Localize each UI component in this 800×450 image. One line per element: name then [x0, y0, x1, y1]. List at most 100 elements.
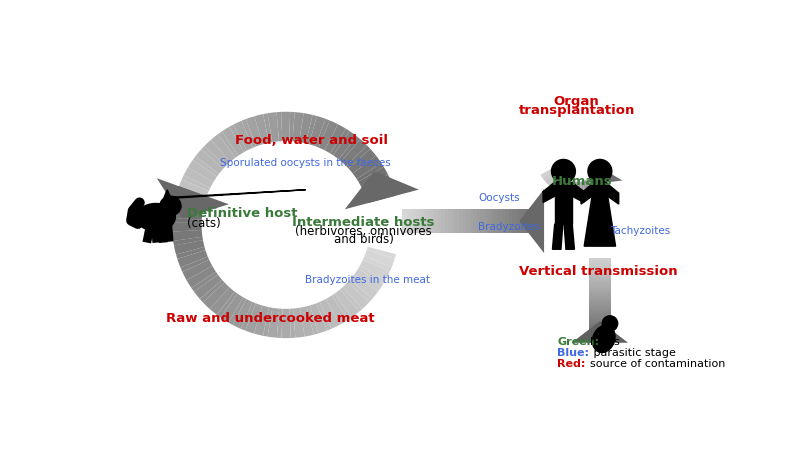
Polygon shape — [589, 338, 610, 341]
Polygon shape — [519, 209, 523, 234]
Polygon shape — [263, 113, 272, 143]
Polygon shape — [233, 299, 253, 329]
Polygon shape — [317, 302, 331, 330]
Polygon shape — [438, 209, 442, 234]
Polygon shape — [242, 119, 256, 148]
Text: Organ: Organ — [554, 95, 599, 108]
Polygon shape — [172, 230, 202, 241]
Polygon shape — [263, 307, 272, 337]
Polygon shape — [448, 209, 452, 234]
Polygon shape — [567, 181, 572, 195]
Polygon shape — [589, 292, 610, 294]
Polygon shape — [589, 328, 610, 330]
Polygon shape — [184, 167, 214, 188]
Polygon shape — [281, 112, 290, 141]
Polygon shape — [589, 324, 610, 326]
Polygon shape — [526, 209, 530, 234]
Text: Bradyzoites: Bradyzoites — [478, 222, 540, 232]
Polygon shape — [200, 280, 225, 302]
Polygon shape — [309, 116, 326, 146]
Polygon shape — [277, 112, 282, 141]
Polygon shape — [574, 182, 576, 196]
Polygon shape — [406, 209, 410, 234]
Text: Definitive host: Definitive host — [187, 207, 298, 220]
Polygon shape — [173, 234, 202, 241]
Polygon shape — [427, 209, 430, 234]
Polygon shape — [330, 129, 350, 155]
Polygon shape — [562, 180, 568, 194]
Polygon shape — [246, 116, 262, 146]
Polygon shape — [267, 112, 279, 142]
Polygon shape — [586, 180, 591, 194]
Text: Red:: Red: — [558, 359, 586, 369]
Text: Intermediate hosts: Intermediate hosts — [292, 216, 434, 229]
Polygon shape — [430, 209, 434, 234]
Polygon shape — [589, 315, 610, 317]
Polygon shape — [174, 204, 203, 213]
Polygon shape — [589, 277, 610, 279]
Polygon shape — [434, 209, 438, 234]
Polygon shape — [473, 209, 477, 234]
Polygon shape — [591, 162, 622, 184]
Polygon shape — [289, 112, 294, 141]
Polygon shape — [589, 294, 610, 296]
Polygon shape — [545, 172, 557, 183]
Polygon shape — [564, 180, 570, 194]
Polygon shape — [470, 209, 473, 234]
Polygon shape — [590, 178, 598, 191]
Polygon shape — [598, 171, 610, 180]
Text: transplantation: transplantation — [518, 104, 635, 117]
Polygon shape — [584, 180, 590, 194]
Polygon shape — [358, 167, 388, 188]
Polygon shape — [502, 209, 505, 234]
Polygon shape — [211, 134, 235, 162]
Polygon shape — [523, 209, 526, 234]
Polygon shape — [228, 297, 246, 325]
Text: Green:: Green: — [558, 337, 599, 347]
Polygon shape — [546, 173, 558, 184]
Polygon shape — [174, 240, 205, 255]
Polygon shape — [589, 296, 610, 298]
Polygon shape — [589, 298, 610, 301]
Polygon shape — [221, 294, 243, 323]
Polygon shape — [573, 182, 574, 196]
Polygon shape — [175, 243, 205, 254]
Ellipse shape — [136, 203, 175, 231]
Polygon shape — [606, 182, 618, 204]
Polygon shape — [589, 332, 610, 334]
Polygon shape — [549, 175, 559, 187]
Polygon shape — [254, 114, 269, 144]
Polygon shape — [491, 209, 494, 234]
Polygon shape — [172, 222, 202, 232]
Polygon shape — [580, 181, 582, 195]
Text: Sporulated oocysts in the faeces: Sporulated oocysts in the faeces — [220, 158, 391, 168]
Polygon shape — [315, 119, 330, 148]
Polygon shape — [340, 287, 362, 312]
Polygon shape — [589, 271, 610, 273]
Polygon shape — [598, 172, 608, 182]
Text: Oocysts: Oocysts — [478, 193, 520, 203]
Polygon shape — [537, 209, 541, 234]
Polygon shape — [174, 195, 205, 209]
Polygon shape — [293, 112, 304, 142]
Polygon shape — [194, 274, 222, 299]
Polygon shape — [334, 289, 359, 317]
Polygon shape — [553, 224, 563, 249]
Polygon shape — [589, 334, 610, 337]
Polygon shape — [366, 247, 396, 259]
Polygon shape — [595, 174, 606, 185]
Polygon shape — [589, 269, 610, 271]
Polygon shape — [293, 308, 305, 338]
Polygon shape — [583, 181, 588, 195]
Polygon shape — [598, 171, 610, 181]
Polygon shape — [442, 209, 445, 234]
Polygon shape — [572, 182, 584, 202]
Polygon shape — [544, 171, 555, 181]
Polygon shape — [516, 209, 519, 234]
Polygon shape — [360, 260, 390, 280]
Polygon shape — [594, 175, 605, 186]
Polygon shape — [290, 309, 295, 338]
Polygon shape — [174, 192, 205, 207]
Polygon shape — [589, 284, 610, 286]
Polygon shape — [593, 176, 602, 188]
